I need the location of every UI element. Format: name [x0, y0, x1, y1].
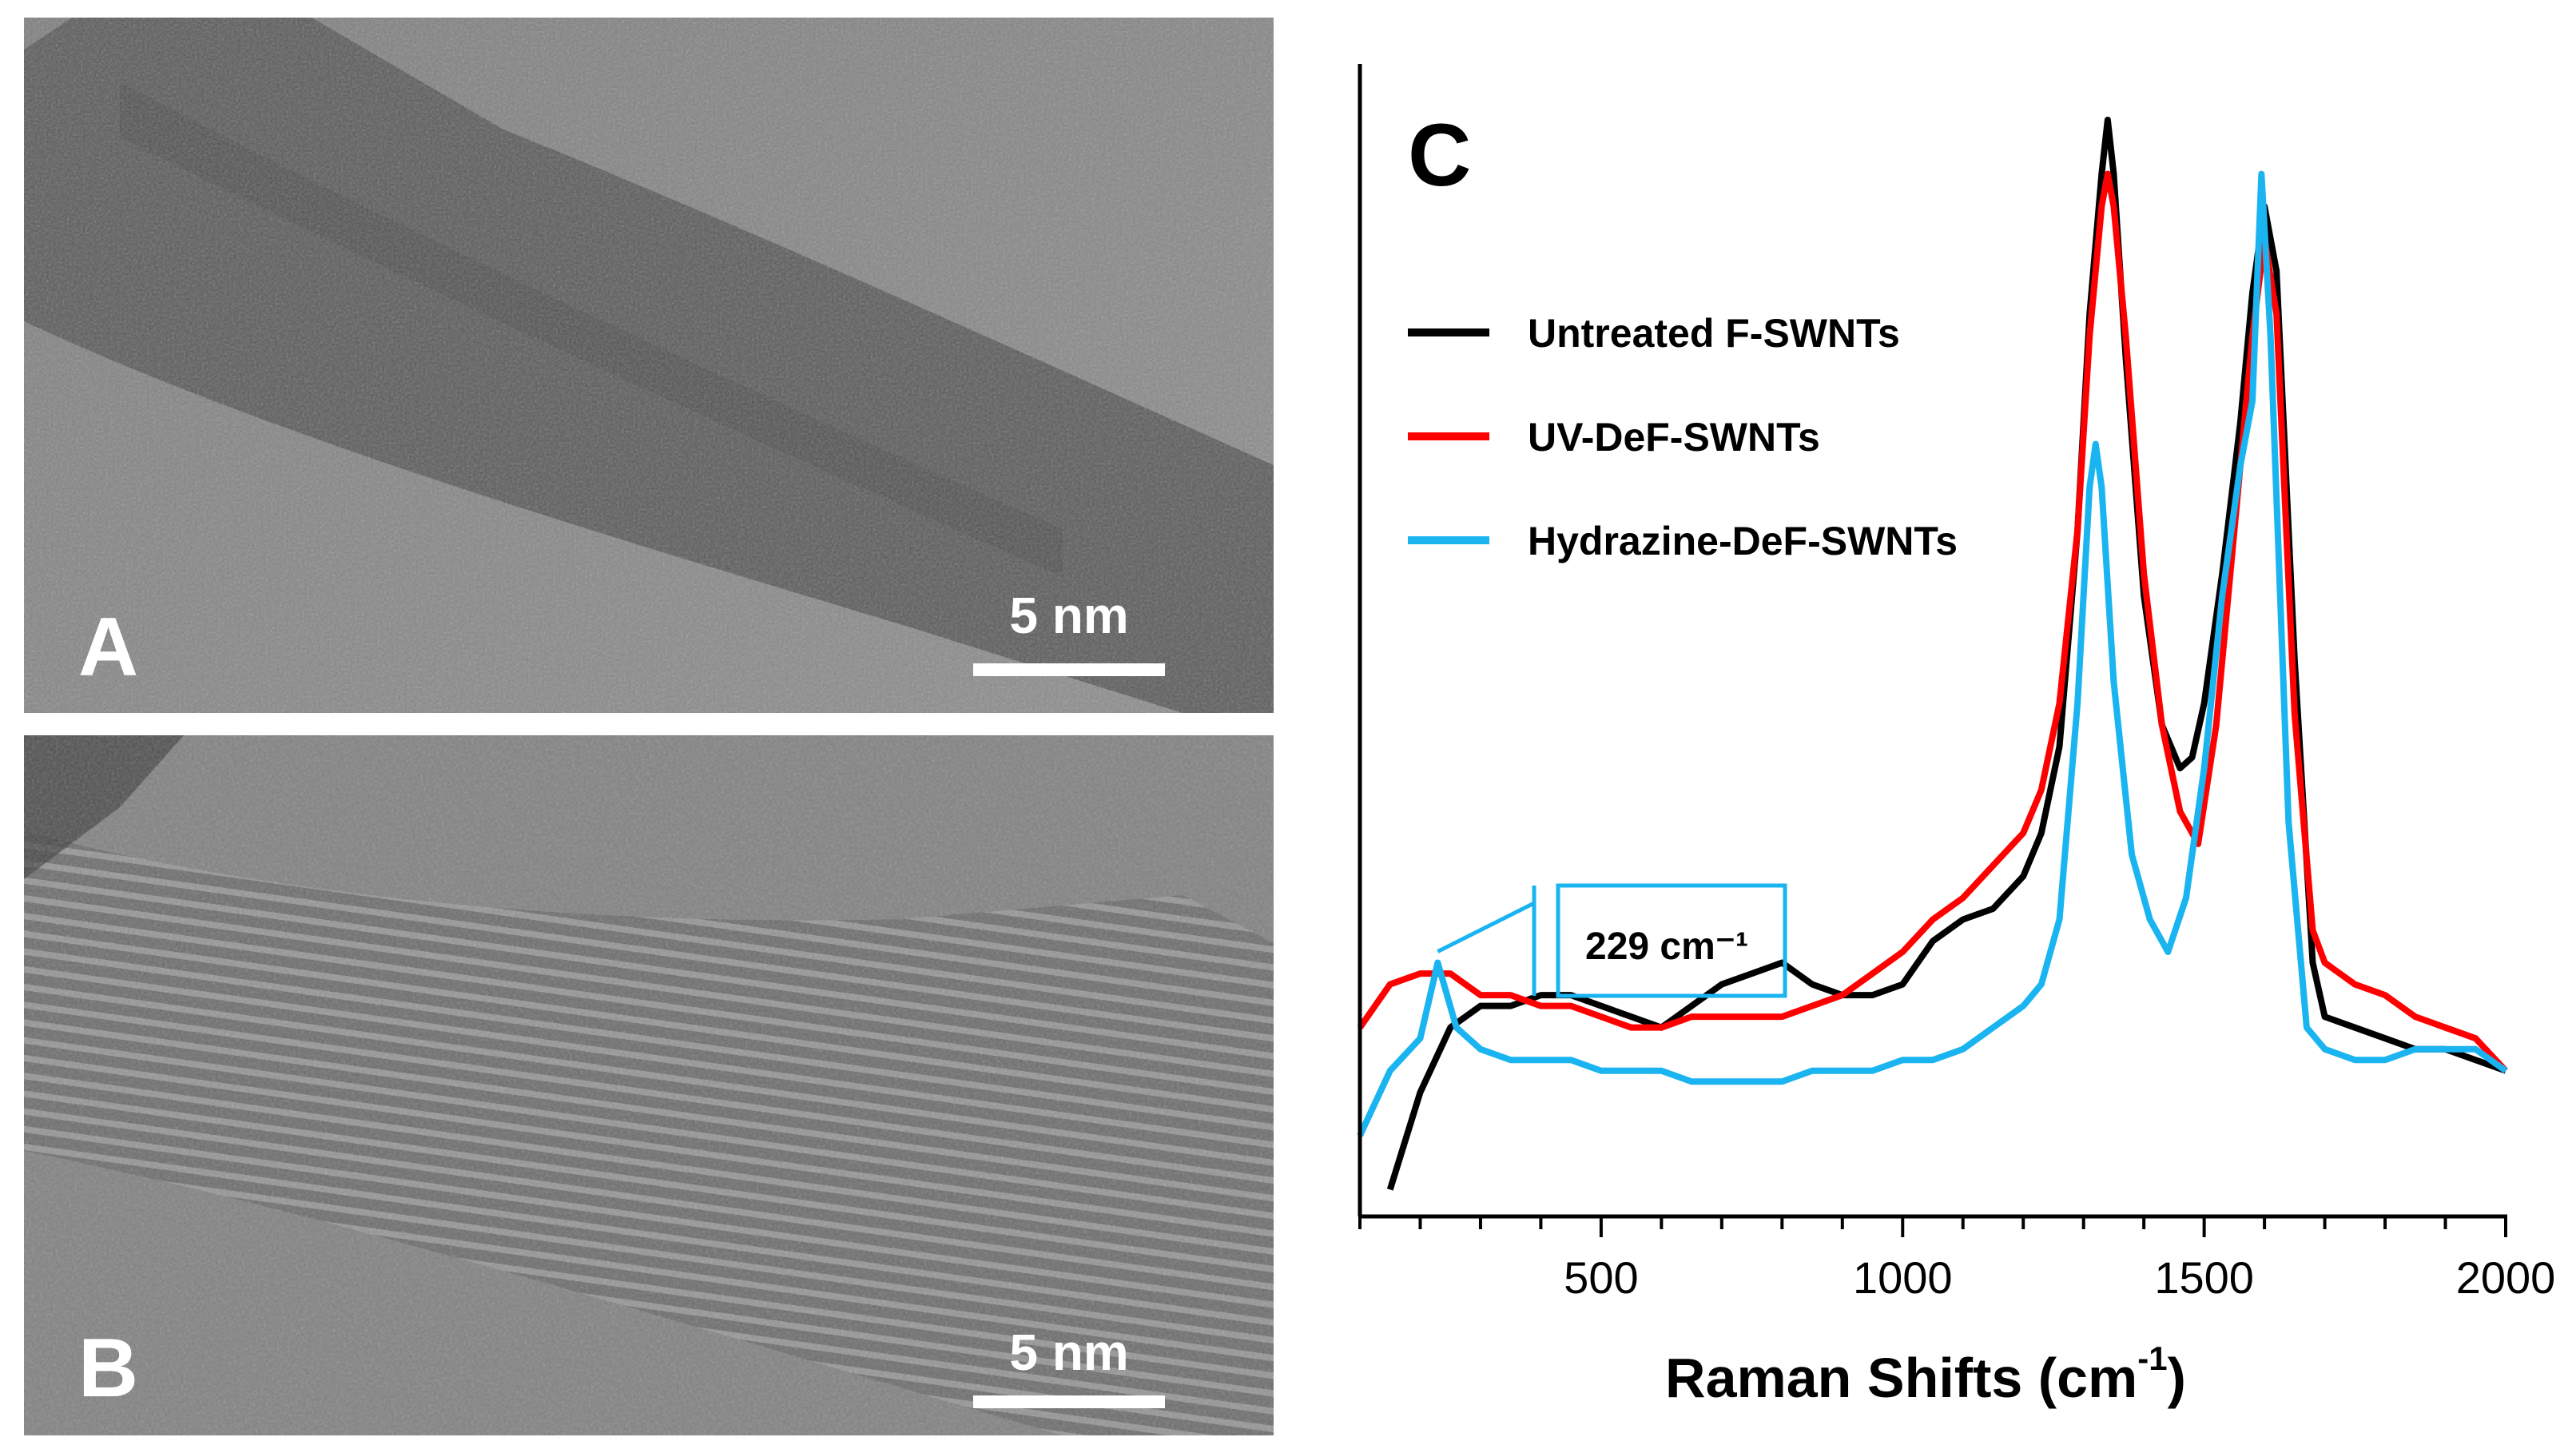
scale-bar-label-a: 5 nm: [1009, 587, 1129, 644]
x-axis-tick-labels: 500 1000 1500 2000: [1564, 1252, 2555, 1303]
x-axis-ticks: [1358, 1216, 2507, 1237]
x-axis-label-close: ): [2168, 1347, 2186, 1409]
x-axis-label-superscript: -1: [2137, 1340, 2167, 1377]
scale-bar-label-b: 5 nm: [1009, 1324, 1129, 1381]
x-axis-label-main: Raman Shifts (cm: [1665, 1347, 2137, 1409]
scale-bar-a: [973, 663, 1165, 676]
tem-texture-b: [24, 735, 1274, 1435]
tem-image-b: B 5 nm: [24, 735, 1274, 1435]
x-tick-label: 500: [1564, 1252, 1638, 1303]
legend-label-3: Hydrazine-DeF-SWNTs: [1528, 519, 1958, 563]
panel-label-a: A: [78, 601, 139, 694]
legend-label-1: Untreated F-SWNTs: [1528, 311, 1900, 356]
annotation-text: 229 cm⁻¹: [1585, 926, 1748, 968]
panel-label-c: C: [1408, 106, 1471, 205]
panel-label-b: B: [78, 1322, 139, 1415]
annotation-pointer: [1437, 901, 1536, 953]
annotation-box: [1556, 883, 1787, 998]
series-line-2: [1357, 170, 2508, 1073]
x-tick-label: 1500: [2154, 1252, 2254, 1303]
series-line-3: [1357, 170, 2508, 1137]
tem-image-a: A 5 nm: [24, 18, 1274, 713]
legend-label-2: UV-DeF-SWNTs: [1528, 415, 1820, 460]
peak-annotation: 229 cm⁻¹: [1437, 883, 1787, 998]
raman-chart: 500 1000 1500 2000 C Untreated F-SWNTs UV-De…: [1357, 64, 2555, 1409]
series-line-1: [1386, 117, 2507, 1191]
plot-area: [1357, 117, 2508, 1191]
x-tick-label: 1000: [1853, 1252, 1953, 1303]
legend: Untreated F-SWNTs UV-DeF-SWNTs Hydrazine-D…: [1408, 311, 1958, 563]
tem-texture-a: [24, 18, 1274, 713]
x-tick-label: 2000: [2456, 1252, 2556, 1303]
x-axis-label: Raman Shifts (cm-1): [1665, 1340, 2186, 1409]
scale-bar-b: [973, 1395, 1165, 1408]
